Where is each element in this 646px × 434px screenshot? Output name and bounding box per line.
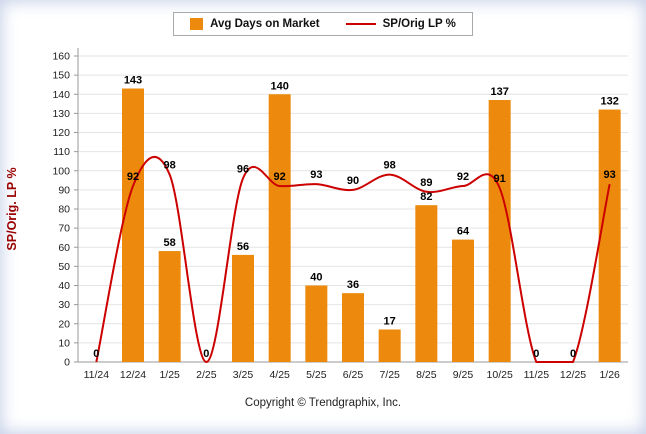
x-tick-label: 12/25 — [560, 369, 586, 381]
line-series-swatch-icon — [345, 23, 376, 25]
line-value-label: 96 — [237, 163, 249, 175]
line-value-label: 92 — [457, 171, 469, 183]
bar-value-label: 56 — [237, 241, 249, 253]
y-tick-label: 50 — [58, 261, 70, 273]
y-tick-label: 0 — [64, 357, 70, 369]
x-tick-label: 9/25 — [453, 369, 474, 381]
y-tick-label: 60 — [58, 242, 70, 254]
line-value-label: 98 — [164, 160, 176, 172]
bar — [488, 99, 511, 363]
bar-value-label: 0 — [203, 348, 209, 360]
line-value-label: 92 — [274, 171, 286, 183]
bar-value-label: 40 — [310, 272, 322, 284]
bar-value-label: 140 — [270, 80, 288, 92]
y-tick-label: 160 — [52, 51, 70, 63]
bar — [122, 88, 144, 362]
x-tick-label: 2/25 — [196, 369, 217, 381]
y-tick-label: 30 — [58, 299, 70, 311]
bar-value-label: 0 — [93, 348, 99, 360]
combo-chart-svg: SP/Orig. LP % 0 10 20 30 40 50 60 70 80 90 100 110 1… — [5, 48, 628, 381]
x-tick-label: 11/24 — [84, 369, 110, 381]
x-tick-label: 1/26 — [599, 369, 620, 381]
chart-legend: Avg Days on Market SP/Orig LP % — [173, 12, 473, 36]
y-tick-label: 120 — [52, 127, 70, 139]
line-value-label: 93 — [604, 169, 616, 181]
x-tick-label: 4/25 — [269, 369, 290, 381]
bar-value-label: 143 — [124, 75, 142, 87]
chart-area: SP/Orig. LP % 0 10 20 30 40 50 60 70 80 90 100 110 1… — [0, 42, 646, 395]
y-axis-title: SP/Orig. LP % — [5, 167, 19, 250]
bar — [305, 285, 328, 362]
x-tick-label: 1/25 — [159, 369, 180, 381]
bar — [415, 205, 438, 362]
x-tick-label: 11/25 — [524, 369, 550, 381]
legend-line-label: SP/Orig LP % — [382, 18, 456, 30]
y-tick-label: 80 — [58, 204, 70, 216]
x-tick-label: 3/25 — [233, 369, 254, 381]
bar-value-label: 17 — [384, 315, 396, 327]
x-tick-label: 6/25 — [343, 369, 364, 381]
line-value-label: 98 — [384, 160, 396, 172]
bar-value-label: 58 — [164, 237, 176, 249]
x-tick-label: 10/25 — [487, 369, 513, 381]
bar-value-label: 82 — [420, 191, 432, 203]
x-tick-label: 8/25 — [416, 369, 437, 381]
x-tick-label: 7/25 — [379, 369, 400, 381]
y-tick-label: 100 — [52, 165, 70, 177]
copyright-text: Copyright © Trendgraphix, Inc. — [244, 397, 402, 409]
bar — [452, 239, 474, 362]
line-value-label: 93 — [310, 169, 322, 181]
bar — [342, 293, 364, 362]
bar-value-label: 137 — [490, 86, 508, 98]
y-tick-label: 10 — [58, 337, 70, 349]
bar — [378, 329, 401, 362]
bar — [232, 254, 254, 362]
bar — [598, 109, 621, 362]
bar — [268, 94, 291, 362]
line-value-label: 91 — [494, 173, 506, 185]
y-tick-label: 20 — [58, 318, 70, 330]
x-tick-label: 5/25 — [306, 369, 327, 381]
y-tick-label: 150 — [52, 70, 70, 82]
line-value-label: 92 — [127, 171, 139, 183]
bar — [158, 251, 181, 362]
y-tick-label: 70 — [58, 223, 70, 235]
bar-value-label: 0 — [533, 348, 539, 360]
y-tick-label: 110 — [53, 146, 70, 158]
line-value-label: 90 — [347, 175, 359, 187]
x-tick-label: 12/24 — [120, 369, 146, 381]
bar-value-label: 64 — [457, 226, 470, 238]
y-tick-label: 90 — [58, 184, 70, 196]
bar-value-label: 0 — [570, 348, 576, 360]
line-value-label: 89 — [420, 177, 432, 189]
bar-value-label: 36 — [347, 279, 359, 291]
legend-item-line-series: SP/Orig LP % — [345, 18, 456, 30]
bar-value-label: 132 — [600, 96, 618, 108]
legend-item-bar-series: Avg Days on Market — [190, 18, 320, 30]
bar-series-swatch-icon — [190, 18, 204, 30]
y-tick-label: 140 — [52, 89, 70, 101]
legend-bar-label: Avg Days on Market — [210, 18, 320, 30]
y-tick-label: 40 — [58, 280, 70, 292]
y-tick-label: 130 — [52, 108, 70, 120]
sp-orig-lp-line — [95, 156, 611, 364]
